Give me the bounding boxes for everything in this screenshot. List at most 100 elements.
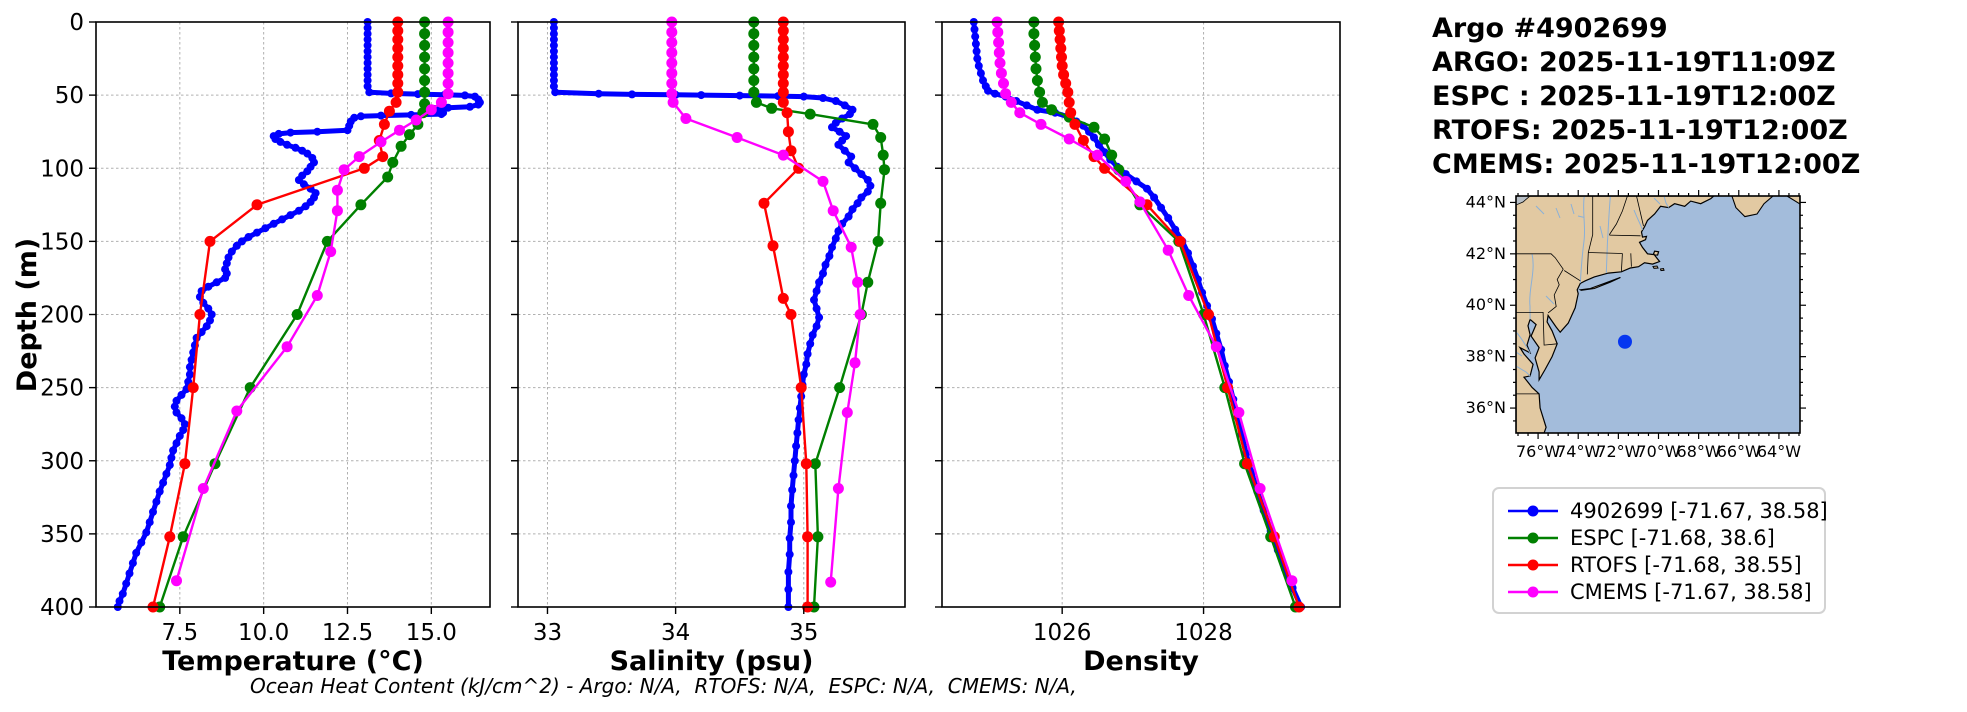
temperature-axis-label: Temperature (°C) [162, 646, 424, 677]
series-marker [1164, 214, 1173, 222]
series-marker [325, 246, 337, 258]
series-marker [1077, 135, 1089, 146]
series-marker [825, 576, 837, 588]
series-marker [666, 47, 678, 59]
series-marker [827, 205, 839, 217]
series-marker [1099, 133, 1111, 145]
series-marker [666, 77, 678, 89]
series-marker [857, 193, 866, 202]
series-marker [227, 247, 236, 256]
series-marker [848, 205, 857, 214]
series-marker [159, 478, 168, 487]
series-marker [338, 164, 350, 176]
series-marker [792, 442, 801, 451]
series-marker [777, 86, 789, 98]
series-marker [984, 86, 992, 95]
series-marker [549, 59, 558, 67]
series-marker [291, 143, 300, 152]
series-marker [172, 439, 181, 448]
series-marker [343, 126, 352, 135]
series-line-CMEMS [175, 22, 450, 582]
series-marker [171, 575, 182, 587]
series-marker [834, 227, 843, 236]
series-marker [748, 86, 760, 98]
series-marker [313, 127, 322, 136]
series-marker [1034, 86, 1046, 98]
series-marker [1055, 42, 1067, 54]
series-marker [419, 63, 431, 75]
series-marker [748, 39, 760, 51]
series-marker [419, 86, 431, 98]
series-marker [793, 429, 802, 437]
series-marker [363, 70, 372, 79]
series-marker [815, 313, 824, 322]
y-tick-label: 300 [40, 449, 84, 475]
series-marker [748, 75, 760, 86]
series-marker [748, 51, 760, 63]
lake [1516, 196, 1531, 206]
series-marker [394, 124, 405, 136]
series-marker [417, 107, 429, 119]
series-marker [1241, 458, 1253, 470]
series-marker [269, 219, 278, 228]
x-tick-label: 10.0 [238, 620, 289, 646]
series-marker [356, 112, 365, 121]
series-marker [851, 164, 859, 173]
series-marker [1029, 39, 1041, 51]
series-marker [1183, 290, 1195, 301]
series-marker [185, 370, 194, 379]
series-marker [998, 77, 1009, 89]
series-marker [1029, 51, 1041, 63]
series-marker [169, 446, 178, 455]
series-marker [1134, 196, 1146, 208]
series-marker [849, 357, 861, 369]
legend-label-rtofs: RTOFS [-71.68, 38.55] [1570, 552, 1802, 577]
series-marker [442, 37, 454, 48]
series-marker [819, 269, 827, 278]
series-marker [767, 240, 779, 252]
figure-title: Argo #4902699 [1432, 13, 1668, 44]
series-marker [1056, 51, 1067, 63]
depth-axis-label: Depth (m) [12, 237, 43, 393]
series-marker [825, 252, 834, 260]
series-marker [425, 104, 437, 116]
series-marker [286, 128, 295, 137]
map-lon-label: 68°W [1677, 442, 1721, 461]
series-marker [321, 235, 333, 247]
series-marker [777, 292, 789, 304]
series-marker [419, 39, 431, 51]
series-marker [777, 34, 789, 45]
y-tick-label: 150 [40, 229, 84, 255]
series-marker [395, 140, 407, 152]
series-marker [253, 228, 261, 237]
series-line-ESPC [752, 22, 886, 608]
legend-item-rtofs: RTOFS [-71.68, 38.55] [1506, 551, 1824, 578]
series-marker [358, 162, 370, 174]
series-marker [283, 140, 292, 149]
series-marker [276, 137, 285, 146]
series-marker [799, 370, 808, 379]
series-marker [1053, 25, 1065, 37]
cmems-timestamp: CMEMS: 2025-11-19T12:00Z [1432, 149, 1861, 180]
map-lon-label: 70°W [1636, 442, 1680, 461]
map-lon-label: 76°W [1516, 442, 1560, 461]
series-marker [793, 162, 805, 174]
y-tick-label: 200 [40, 303, 84, 329]
series-marker [1000, 88, 1012, 100]
series-marker [834, 382, 846, 394]
series-marker [363, 23, 372, 32]
series-marker [777, 25, 789, 37]
float-location-marker [1617, 334, 1632, 349]
series-marker [1088, 121, 1100, 133]
series-marker [1031, 75, 1043, 86]
series-marker [145, 518, 154, 527]
islands [1652, 265, 1665, 272]
series-marker [875, 132, 887, 143]
series-marker [206, 316, 214, 325]
series-marker [251, 199, 263, 211]
series-marker [1063, 133, 1075, 145]
series-marker [175, 431, 184, 440]
series-marker [442, 47, 454, 59]
series-marker [185, 363, 194, 372]
series-marker [1090, 133, 1098, 142]
